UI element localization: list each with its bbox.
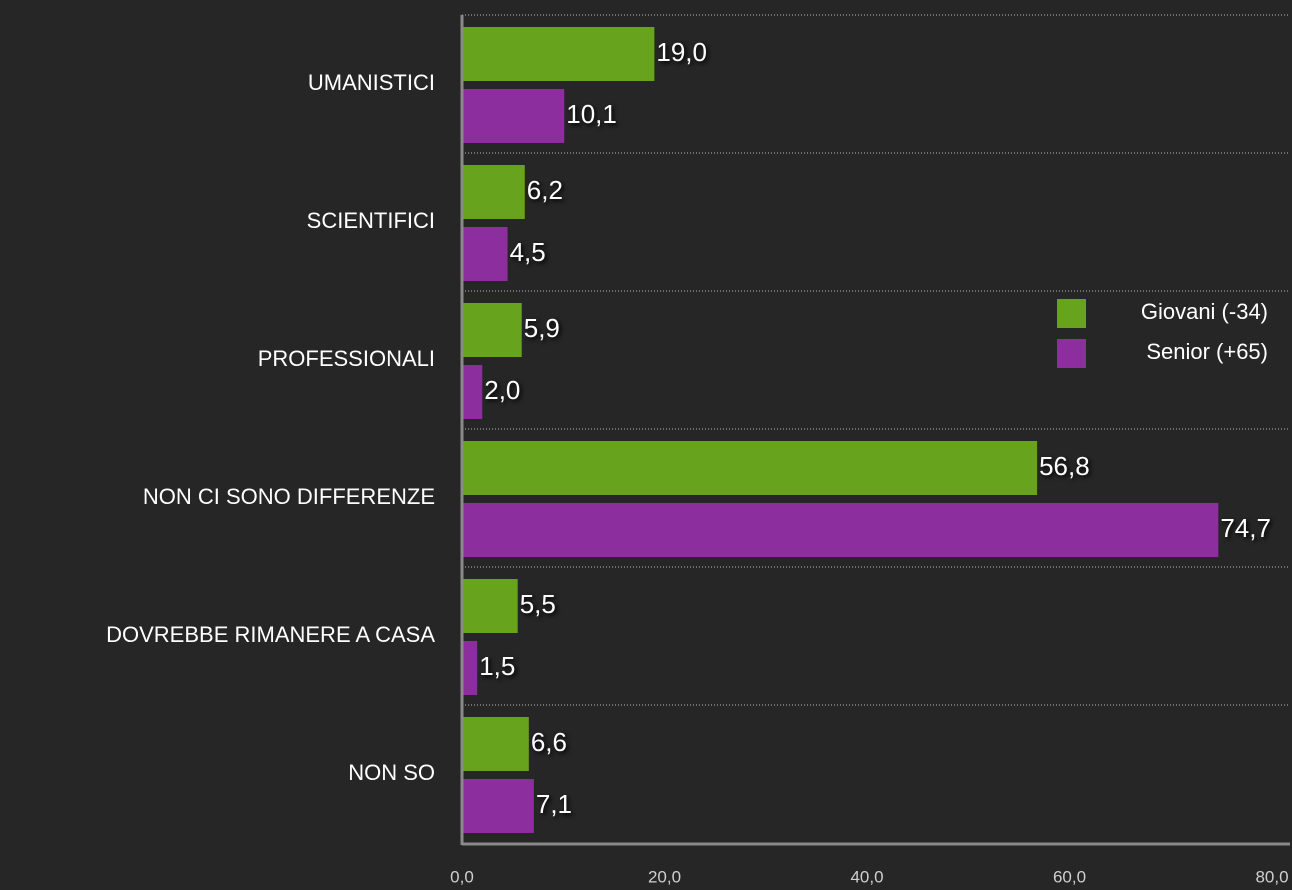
bar xyxy=(462,27,655,81)
value-label: 2,0 xyxy=(484,375,520,405)
bar xyxy=(462,717,529,771)
bar xyxy=(462,303,522,357)
legend-label: Giovani (-34) xyxy=(1141,299,1268,324)
value-label: 7,1 xyxy=(536,789,572,819)
x-tick-label: 80,0 xyxy=(1255,867,1288,886)
legend-label: Senior (+65) xyxy=(1146,339,1268,364)
value-label: 6,2 xyxy=(527,175,563,205)
bar xyxy=(462,165,525,219)
value-label: 74,7 xyxy=(1220,513,1271,543)
bar xyxy=(462,89,565,143)
x-tick-label: 60,0 xyxy=(1053,867,1086,886)
value-label: 19,0 xyxy=(656,37,707,67)
value-label: 56,8 xyxy=(1039,451,1090,481)
legend-swatch xyxy=(1057,339,1086,368)
x-tick-label: 0,0 xyxy=(450,867,474,886)
bar xyxy=(462,579,518,633)
value-label: 1,5 xyxy=(479,651,515,681)
value-label: 6,6 xyxy=(531,727,567,757)
legend-swatch xyxy=(1057,299,1086,328)
x-tick-label: 40,0 xyxy=(850,867,883,886)
bar xyxy=(462,227,508,281)
value-label: 10,1 xyxy=(566,99,617,129)
category-label: NON SO xyxy=(348,760,435,785)
bar xyxy=(462,365,483,419)
value-label: 5,5 xyxy=(520,589,556,619)
category-label: NON CI SONO DIFFERENZE xyxy=(143,484,435,509)
value-label: 4,5 xyxy=(510,237,546,267)
bar xyxy=(462,641,478,695)
x-tick-label: 20,0 xyxy=(648,867,681,886)
value-label: 5,9 xyxy=(524,313,560,343)
category-label: DOVREBBE RIMANERE A CASA xyxy=(106,622,435,647)
category-label: SCIENTIFICI xyxy=(307,208,435,233)
category-label: PROFESSIONALI xyxy=(258,346,435,371)
bar xyxy=(462,441,1038,495)
bar xyxy=(462,503,1219,557)
category-label: UMANISTICI xyxy=(308,70,435,95)
bar xyxy=(462,779,534,833)
